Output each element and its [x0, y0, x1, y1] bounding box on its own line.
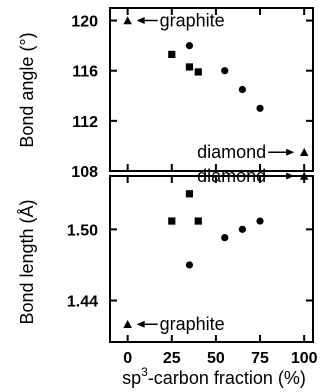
data-point-square: [194, 217, 202, 225]
annotation-label: graphite: [160, 314, 225, 334]
annotation-arrow-head: [286, 148, 295, 156]
data-point-circle: [221, 234, 229, 242]
data-point-square: [194, 68, 202, 76]
top-panel-frame: [109, 7, 314, 172]
x-tick-label: 50: [207, 350, 225, 367]
annotation-arrow-head: [136, 320, 145, 328]
data-point-square: [185, 63, 194, 71]
bottom-panel-frame: [109, 175, 314, 343]
data-point-circle: [256, 104, 264, 112]
top-y-axis-title: Bond angle (°): [17, 32, 37, 147]
y-tick-label: 116: [72, 64, 98, 81]
data-point-circle: [185, 261, 194, 269]
data-point-triangle: [123, 16, 132, 25]
y-tick-label: 120: [71, 14, 98, 31]
data-point-circle: [221, 67, 229, 75]
x-tick-label: 25: [163, 350, 181, 367]
annotation-label: diamond: [197, 142, 266, 162]
data-point-circle: [238, 85, 246, 94]
data-point-triangle: [299, 171, 309, 180]
data-point-circle: [256, 217, 264, 225]
data-point-circle: [238, 225, 246, 233]
data-point-square: [168, 217, 176, 225]
data-point-triangle: [299, 147, 309, 156]
data-point-triangle: [123, 319, 132, 328]
annotation-arrow-head: [136, 17, 145, 25]
y-tick-label: 1.44: [67, 294, 98, 311]
annotation-label: diamond: [197, 166, 266, 186]
data-point-square: [168, 50, 176, 58]
x-tick-label: 75: [251, 350, 269, 367]
bottom-y-axis-title: Bond length (Å): [17, 199, 37, 324]
annotation-label: graphite: [160, 11, 225, 31]
y-tick-label: 112: [72, 114, 98, 131]
x-tick-label: 0: [123, 350, 132, 367]
x-axis-title: sp3-carbon fraction (%): [122, 365, 306, 388]
y-tick-label: 108: [71, 164, 98, 181]
data-point-square: [185, 190, 194, 198]
chart-marks: 108 112 116 120 graphite diamond 1.44 1.50 0 25 50…: [67, 8, 318, 367]
x-tick-label: 100: [291, 350, 318, 367]
annotation-arrow-head: [286, 172, 295, 180]
y-tick-label: 1.50: [67, 222, 98, 239]
data-point-circle: [185, 42, 194, 50]
